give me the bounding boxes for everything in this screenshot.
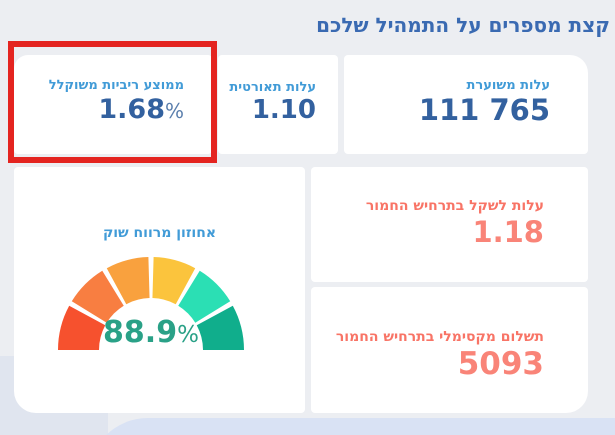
card-theoretical-cost: עלות תאורטית 1.10: [218, 55, 338, 154]
gauge-chart: [58, 257, 244, 350]
decorative-shape-bottom: [88, 418, 615, 435]
gauge-segment-2: [71, 270, 124, 323]
card-market-margin-gauge: אחוזון מרווח שוק 88.9%: [14, 167, 305, 413]
card-estimated-cost: עלות משוערת 111 765: [344, 55, 588, 154]
percent-suffix: %: [164, 99, 184, 124]
percent-suffix: %: [177, 322, 199, 348]
weighted-avg-interest-label: ממוצע ריביות משוקלל: [48, 78, 184, 93]
gauge-segment-5: [178, 270, 231, 323]
severe-cost-label: עלות לשקל בתרחיש החמור: [365, 198, 544, 214]
card-severe-scenario-max-payment: תשלום מקסימלי בתרחיש החמור 5093: [311, 287, 588, 413]
theoretical-cost-value: 1.10: [251, 95, 316, 126]
estimated-cost-value: 111 765: [418, 93, 550, 128]
gauge-segment-1: [58, 305, 106, 350]
gauge-value: 88.9%: [103, 315, 199, 350]
gauge-segment-4: [152, 257, 196, 305]
theoretical-cost-label: עלות תאורטית: [229, 80, 316, 95]
weighted-avg-interest-value: 1.68%: [98, 94, 184, 126]
card-severe-scenario-cost: עלות לשקל בתרחיש החמור 1.18: [311, 167, 588, 282]
gauge-segment-3: [106, 257, 150, 305]
page-title: קצת מספרים על התמהיל שלכם: [316, 13, 610, 37]
gauge-label: אחוזון מרווח שוק: [102, 225, 217, 241]
severe-payment-value: 5093: [457, 345, 544, 382]
card-weighted-avg-interest: ממוצע ריביות משוקלל 1.68%: [14, 55, 212, 154]
severe-cost-value: 1.18: [472, 214, 544, 249]
estimated-cost-label: עלות משוערת: [466, 78, 550, 93]
gauge-segment-6: [196, 305, 244, 350]
severe-payment-label: תשלום מקסימלי בתרחיש החמור: [335, 329, 544, 345]
highlight-box: [8, 41, 217, 163]
